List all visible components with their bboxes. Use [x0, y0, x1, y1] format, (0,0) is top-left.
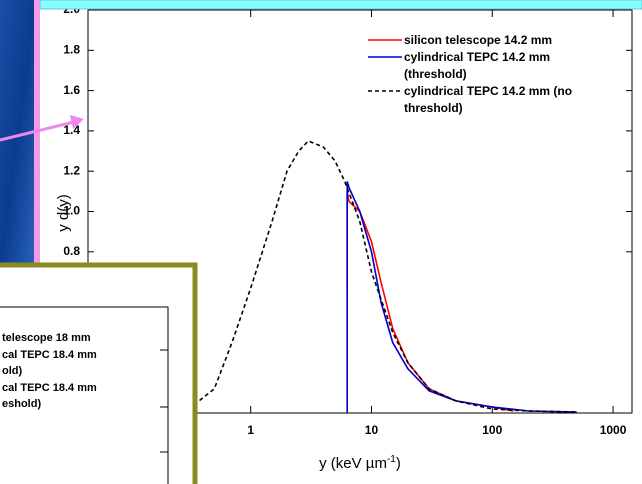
series-line — [346, 181, 577, 413]
legend-swatch — [368, 39, 402, 41]
legend-label: silicon telescope 14.2 mm — [404, 33, 553, 47]
legend-label: cylindrical TEPC 14.2 mm (threshold) — [404, 50, 551, 81]
top-bar — [39, 0, 642, 10]
series-line — [193, 140, 577, 413]
y-tick-label: 0.8 — [63, 244, 80, 258]
legend-item: cylindrical TEPC 14.2 mm (threshold) — [368, 49, 608, 83]
legend-label: cylindrical TEPC 14.2 mm (no threshold) — [404, 84, 573, 115]
inset-legend-text: cal TEPC 18.4 mm — [2, 382, 97, 394]
arrow — [0, 120, 75, 142]
x-tick-label: 1 — [247, 423, 254, 437]
inset-legend-text: telescope 18 mm — [2, 332, 91, 344]
y-tick-label: 1.8 — [63, 42, 80, 56]
x-tick-label: 10 — [365, 423, 379, 437]
side-stripe — [34, 0, 40, 268]
inset-box — [0, 262, 198, 484]
legend: silicon telescope 14.2 mm cylindrical TEP… — [368, 32, 608, 117]
x-axis-label: y (keV µm-1) — [319, 454, 401, 472]
inset-legend-text: cal TEPC 18.4 mm — [2, 349, 97, 361]
legend-item: cylindrical TEPC 14.2 mm (no threshold) — [368, 83, 608, 117]
inset-legend-text: eshold) — [2, 398, 41, 410]
legend-swatch — [368, 56, 402, 58]
y-tick-label: 1.4 — [63, 123, 80, 137]
x-label-end: ) — [396, 455, 401, 472]
legend-item: silicon telescope 14.2 mm — [368, 32, 608, 49]
y-axis-label: y d(y) — [55, 194, 72, 232]
arrow-head — [70, 115, 84, 129]
y-tick-label: 1.6 — [63, 83, 80, 97]
legend-swatch — [368, 90, 402, 92]
x-tick-label: 100 — [482, 423, 502, 437]
y-tick-label: 1.0 — [63, 204, 80, 218]
inset-legend-text: old) — [2, 365, 22, 377]
x-label-text: y (keV µm — [319, 455, 387, 472]
inset-frame — [0, 306, 169, 484]
x-tick-label: 1000 — [600, 423, 627, 437]
x-label-sup: -1 — [387, 454, 396, 465]
y-tick-label: 1.2 — [63, 163, 80, 177]
